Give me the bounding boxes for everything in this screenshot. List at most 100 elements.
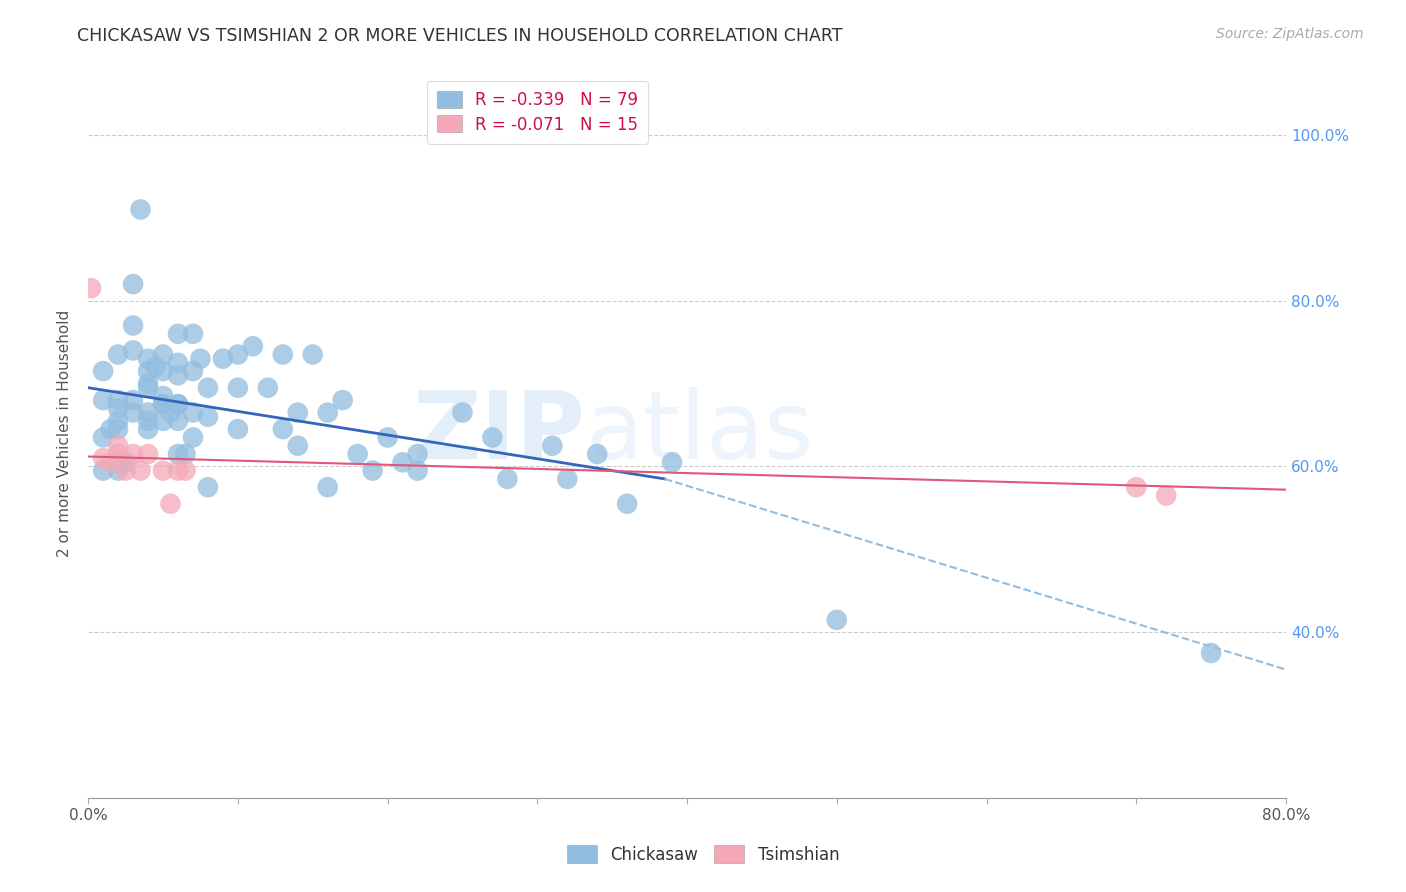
Point — [226, 347, 249, 361]
Point — [107, 422, 129, 436]
Point — [271, 347, 294, 361]
Point — [136, 364, 159, 378]
Point — [167, 356, 190, 370]
Point — [91, 430, 114, 444]
Point — [152, 464, 174, 478]
Point — [114, 464, 136, 478]
Point — [159, 406, 181, 420]
Point — [152, 397, 174, 411]
Point — [136, 406, 159, 420]
Point — [136, 381, 159, 395]
Point — [242, 339, 264, 353]
Point — [181, 406, 204, 420]
Point — [129, 202, 152, 217]
Point — [271, 422, 294, 436]
Point — [136, 414, 159, 428]
Point — [145, 359, 167, 374]
Point — [167, 414, 190, 428]
Point — [91, 364, 114, 378]
Point — [122, 277, 145, 291]
Y-axis label: 2 or more Vehicles in Household: 2 or more Vehicles in Household — [58, 310, 72, 557]
Point — [377, 430, 399, 444]
Point — [107, 439, 129, 453]
Text: atlas: atlas — [585, 387, 814, 479]
Point — [226, 422, 249, 436]
Point — [1125, 480, 1147, 494]
Point — [287, 439, 309, 453]
Point — [181, 326, 204, 341]
Point — [496, 472, 519, 486]
Point — [91, 464, 114, 478]
Point — [100, 455, 122, 469]
Point — [346, 447, 368, 461]
Text: ZIP: ZIP — [412, 387, 585, 479]
Point — [174, 464, 197, 478]
Point — [136, 351, 159, 366]
Point — [152, 397, 174, 411]
Point — [114, 455, 136, 469]
Point — [226, 381, 249, 395]
Point — [361, 464, 384, 478]
Point — [107, 393, 129, 408]
Point — [616, 497, 638, 511]
Point — [80, 281, 103, 295]
Point — [152, 414, 174, 428]
Point — [586, 447, 609, 461]
Point — [159, 497, 181, 511]
Point — [451, 406, 474, 420]
Point — [91, 393, 114, 408]
Point — [167, 397, 190, 411]
Point — [661, 455, 683, 469]
Point — [136, 376, 159, 391]
Text: Source: ZipAtlas.com: Source: ZipAtlas.com — [1216, 27, 1364, 41]
Point — [167, 368, 190, 383]
Point — [122, 406, 145, 420]
Point — [256, 381, 278, 395]
Point — [197, 381, 219, 395]
Point — [197, 480, 219, 494]
Point — [174, 447, 197, 461]
Point — [541, 439, 564, 453]
Point — [152, 364, 174, 378]
Point — [167, 326, 190, 341]
Point — [406, 447, 429, 461]
Text: CHICKASAW VS TSIMSHIAN 2 OR MORE VEHICLES IN HOUSEHOLD CORRELATION CHART: CHICKASAW VS TSIMSHIAN 2 OR MORE VEHICLE… — [77, 27, 842, 45]
Point — [91, 451, 114, 466]
Point — [100, 422, 122, 436]
Point — [107, 401, 129, 416]
Point — [136, 447, 159, 461]
Point — [181, 364, 204, 378]
Point — [212, 351, 235, 366]
Point — [481, 430, 503, 444]
Point — [129, 464, 152, 478]
Point — [406, 464, 429, 478]
Point — [107, 447, 129, 461]
Point — [287, 406, 309, 420]
Point — [316, 406, 339, 420]
Point — [122, 343, 145, 358]
Point — [332, 393, 354, 408]
Point — [167, 447, 190, 461]
Point — [122, 393, 145, 408]
Point — [122, 447, 145, 461]
Point — [107, 464, 129, 478]
Point — [107, 414, 129, 428]
Point — [555, 472, 578, 486]
Point — [167, 464, 190, 478]
Point — [1199, 646, 1222, 660]
Point — [107, 347, 129, 361]
Point — [301, 347, 323, 361]
Point — [152, 347, 174, 361]
Point — [152, 389, 174, 403]
Legend: Chickasaw, Tsimshian: Chickasaw, Tsimshian — [560, 838, 846, 871]
Point — [391, 455, 413, 469]
Point — [167, 397, 190, 411]
Legend: R = -0.339   N = 79, R = -0.071   N = 15: R = -0.339 N = 79, R = -0.071 N = 15 — [426, 80, 648, 144]
Point — [122, 318, 145, 333]
Point — [825, 613, 848, 627]
Point — [136, 422, 159, 436]
Point — [197, 409, 219, 424]
Point — [1154, 488, 1177, 502]
Point — [316, 480, 339, 494]
Point — [181, 430, 204, 444]
